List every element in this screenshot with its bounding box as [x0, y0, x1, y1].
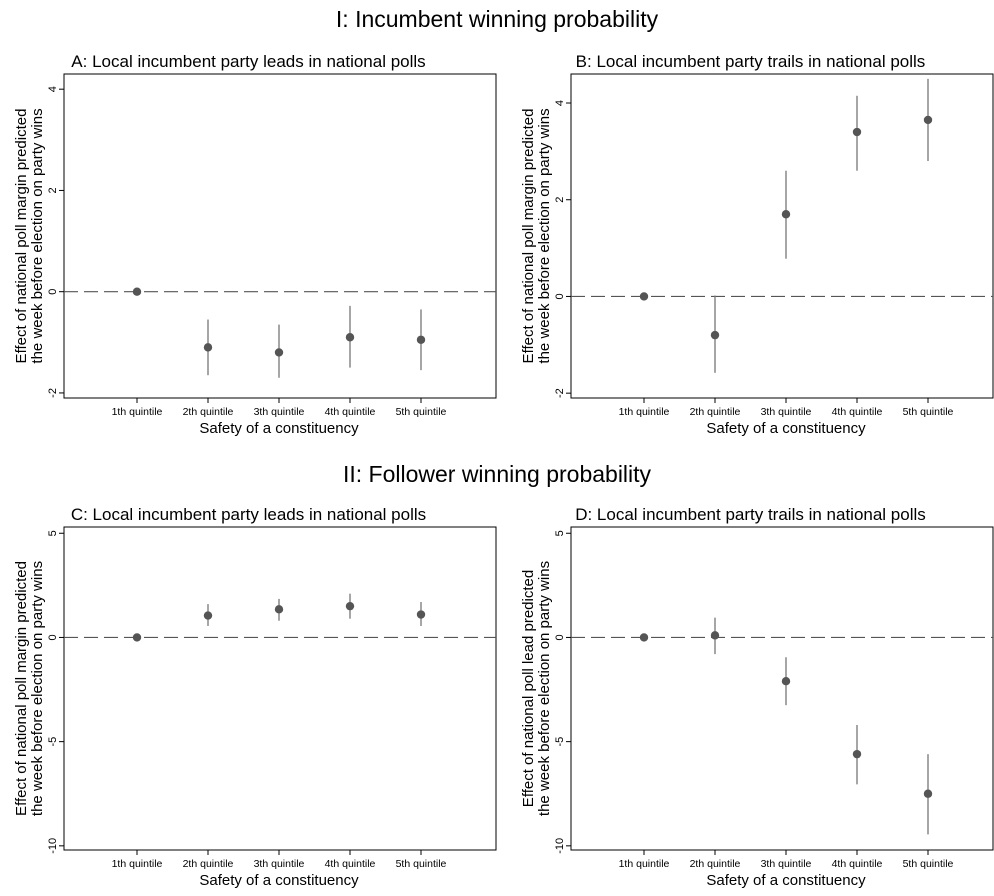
point-estimate — [852, 127, 862, 137]
plot-frame — [63, 526, 497, 851]
point-estimate — [132, 287, 142, 296]
point-estimate — [781, 210, 791, 219]
y-tick-label: -10 — [554, 838, 566, 854]
x-tick-label: 4th quintile — [325, 406, 376, 418]
y-axis-title-line: Effect of national poll lead predicted — [520, 570, 537, 807]
x-axis-title: Safety of a constituency — [706, 872, 866, 889]
x-tick-label: 4th quintile — [325, 858, 376, 870]
panel-c-title: C: Local incumbent party leads in nation… — [70, 505, 427, 524]
y-axis-title-line: the week before election on party wins — [536, 108, 553, 363]
x-tick-label: 5th quintile — [396, 858, 447, 870]
point-estimate — [345, 333, 355, 342]
point-estimate — [923, 789, 933, 798]
section-title-incumbent: I: Incumbent winning probability — [335, 6, 659, 32]
y-axis-title-line: the week before election on party wins — [536, 561, 553, 816]
y-axis-title-line: Effect of national poll margin predicted — [13, 109, 30, 364]
point-estimate — [781, 677, 791, 686]
plot-frame — [570, 526, 994, 851]
plot-frame — [570, 73, 994, 399]
y-tick-label: 0 — [47, 289, 59, 295]
y-tick-label: -2 — [554, 388, 566, 398]
y-tick-label: -5 — [47, 737, 59, 747]
panel-a-plot: -2 0 2 4 1th quintile 2th quintile 3th quintil… — [13, 73, 497, 437]
panel-b-title: B: Local incumbent party trails in natio… — [575, 52, 926, 71]
x-tick-label: 3th quintile — [761, 858, 812, 870]
x-axis-title: Safety of a constituency — [199, 872, 359, 889]
y-tick-label: 0 — [554, 634, 566, 640]
panel-a-title: A: Local incumbent party leads in nation… — [71, 52, 426, 71]
y-tick-label: 4 — [554, 100, 566, 106]
y-tick-label: 4 — [47, 86, 59, 92]
plot-frame — [63, 73, 497, 399]
y-tick-label: 5 — [554, 530, 566, 536]
y-tick-label: 2 — [554, 197, 566, 203]
point-estimate — [274, 605, 284, 614]
x-axis-title: Safety of a constituency — [706, 420, 866, 437]
point-estimate — [203, 343, 213, 352]
panel-d: D: Local incumbent party trails in natio… — [507, 505, 994, 896]
x-tick-label: 1th quintile — [112, 858, 163, 870]
point-estimate — [923, 115, 933, 125]
y-axis-title-line: the week before election on party wins — [29, 108, 46, 363]
point-estimate — [203, 611, 213, 620]
y-tick-label: 0 — [47, 634, 59, 640]
point-estimate — [639, 633, 649, 642]
y-tick-label: 2 — [47, 187, 59, 193]
point-estimate — [710, 330, 720, 340]
panel-b-plot: -2 0 2 4 1th quintile 2th quintile 3th quintil… — [520, 73, 994, 437]
panel-a: A: Local incumbent party leads in nation… — [0, 52, 497, 444]
x-tick-label: 3th quintile — [254, 858, 305, 870]
panel-c: C: Local incumbent party leads in nation… — [0, 505, 497, 896]
point-estimate — [416, 335, 426, 344]
point-estimate — [639, 292, 649, 301]
x-tick-label: 3th quintile — [761, 406, 812, 418]
x-tick-label: 3th quintile — [254, 406, 305, 418]
x-tick-label: 2th quintile — [183, 858, 234, 870]
section-title-follower: II: Follower winning probability — [342, 461, 652, 487]
point-estimate — [345, 601, 355, 611]
point-estimate — [710, 631, 720, 640]
x-tick-label: 4th quintile — [832, 406, 883, 418]
y-axis-title-line: the week before election on party wins — [29, 561, 46, 816]
x-tick-label: 5th quintile — [903, 858, 954, 870]
x-tick-label: 2th quintile — [183, 406, 234, 418]
x-tick-label: 4th quintile — [832, 858, 883, 870]
x-axis-title: Safety of a constituency — [199, 420, 359, 437]
x-tick-label: 5th quintile — [396, 406, 447, 418]
panel-d-plot: -10 -5 0 5 1th quintile 2th quintile 3th quint… — [520, 526, 994, 889]
panel-d-title: D: Local incumbent party trails in natio… — [575, 505, 926, 524]
y-tick-label: 5 — [47, 530, 59, 536]
y-tick-label: 0 — [554, 293, 566, 299]
x-tick-label: 5th quintile — [903, 406, 954, 418]
panel-b: B: Local incumbent party trails in natio… — [507, 52, 994, 444]
y-tick-label: -2 — [47, 388, 59, 398]
point-estimate — [852, 749, 862, 759]
y-axis-title-line: Effect of national poll margin predicted — [520, 109, 537, 364]
x-tick-label: 1th quintile — [619, 406, 670, 418]
x-tick-label: 1th quintile — [619, 858, 670, 870]
point-estimate — [416, 610, 426, 619]
x-tick-label: 2th quintile — [690, 406, 741, 418]
x-tick-label: 1th quintile — [112, 406, 163, 418]
panel-c-plot: -10 -5 0 5 1th quintile 2th quintile 3th quint… — [13, 526, 497, 889]
y-tick-label: -10 — [47, 838, 59, 854]
y-tick-label: -5 — [554, 737, 566, 747]
point-estimate — [274, 348, 284, 357]
x-tick-label: 2th quintile — [690, 858, 741, 870]
point-estimate — [132, 633, 142, 642]
y-axis-title-line: Effect of national poll margin predicted — [13, 561, 30, 816]
